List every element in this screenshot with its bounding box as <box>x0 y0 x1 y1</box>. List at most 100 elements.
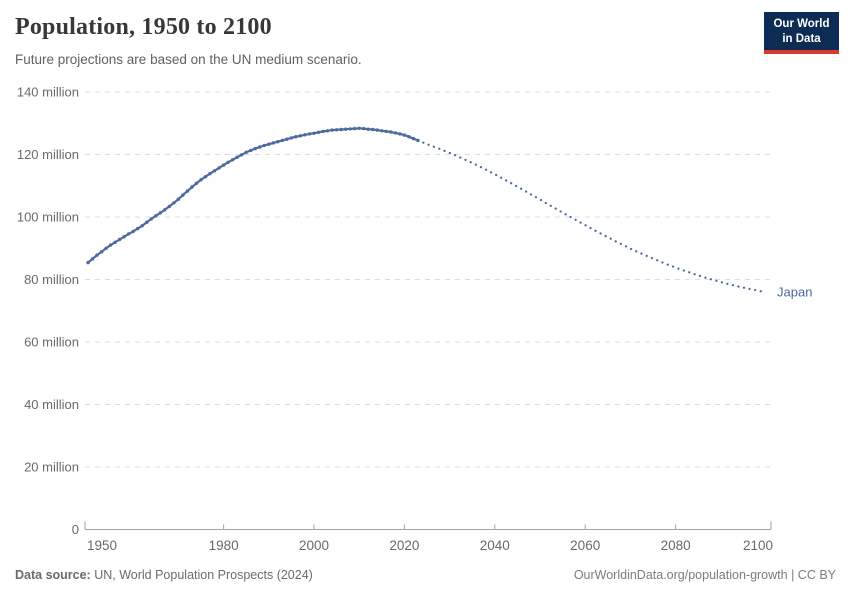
x-axis-tick-label: 2020 <box>389 538 419 553</box>
owid-logo-line2: in Data <box>782 32 821 45</box>
data-point-marker <box>203 175 208 179</box>
data-point-marker <box>348 127 352 131</box>
data-point-marker <box>371 127 375 132</box>
data-point-marker <box>393 131 398 135</box>
data-point-marker <box>145 220 149 224</box>
data-source-value: UN, World Population Prospects (2024) <box>90 568 313 582</box>
y-axis-tick-label: 60 million <box>24 335 79 350</box>
data-point-marker <box>353 126 357 131</box>
data-point-marker <box>95 253 99 257</box>
data-point-marker <box>221 163 226 167</box>
x-axis-tick-label: 2060 <box>570 538 600 553</box>
data-point-marker <box>262 143 266 148</box>
x-axis-tick-label: 2100 <box>743 538 773 553</box>
data-point-marker <box>276 140 280 144</box>
data-point-marker <box>208 171 212 176</box>
data-point-marker <box>117 237 122 242</box>
x-axis-tick-label: 2000 <box>299 538 329 553</box>
data-point-marker <box>113 240 117 244</box>
x-axis-tick-label: 2080 <box>661 538 691 553</box>
footer-license: CC BY <box>797 568 836 582</box>
data-point-marker <box>190 185 194 189</box>
data-point-marker <box>230 158 235 162</box>
y-axis-tick-label: 80 million <box>24 272 79 287</box>
data-point-marker <box>127 232 131 236</box>
data-point-marker <box>158 211 162 215</box>
y-axis-tick-label: 120 million <box>17 147 79 162</box>
data-point-marker <box>163 208 167 212</box>
data-point-marker <box>411 136 416 141</box>
y-axis-tick-label: 20 million <box>24 460 79 475</box>
page-title: Population, 1950 to 2100 <box>15 14 272 40</box>
data-point-marker <box>149 217 153 221</box>
data-point-marker <box>389 130 393 134</box>
data-point-marker <box>307 132 312 136</box>
chart-footer: Data source: UN, World Population Prospe… <box>15 568 836 582</box>
data-point-marker <box>226 160 230 164</box>
y-axis-tick-label: 40 million <box>24 397 79 412</box>
data-point-marker <box>108 243 113 247</box>
projection-line-japan <box>416 139 768 294</box>
data-point-marker <box>294 135 298 139</box>
historical-line-japan <box>87 127 419 264</box>
data-point-marker <box>253 146 257 151</box>
data-point-marker <box>217 166 221 170</box>
data-point-marker <box>312 131 316 135</box>
data-point-marker <box>140 224 144 228</box>
data-point-marker <box>122 235 126 239</box>
data-point-marker <box>330 128 334 132</box>
data-point-marker <box>244 150 248 154</box>
data-point-marker <box>321 129 325 134</box>
data-point-marker <box>402 133 407 137</box>
data-point-marker <box>416 138 420 143</box>
data-point-marker <box>280 138 285 143</box>
data-point-marker <box>240 153 244 157</box>
chart-subtitle: Future projections are based on the UN m… <box>15 52 362 67</box>
data-point-marker <box>357 126 361 130</box>
data-point-marker <box>303 133 307 137</box>
data-point-marker <box>343 127 348 131</box>
x-axis-tick-label: 2040 <box>480 538 510 553</box>
data-point-marker <box>176 197 181 201</box>
data-source-label: Data source: <box>15 568 91 582</box>
data-point-marker <box>199 178 203 182</box>
data-point-marker <box>298 134 303 138</box>
data-point-marker <box>325 129 330 133</box>
data-point-marker <box>90 257 95 261</box>
footer-separator: | <box>787 568 798 582</box>
data-point-marker <box>366 127 370 131</box>
data-point-marker <box>154 214 158 218</box>
data-point-marker <box>380 129 384 133</box>
data-point-marker <box>285 137 289 141</box>
data-point-marker <box>131 229 135 234</box>
data-point-marker <box>339 127 343 132</box>
data-point-marker <box>407 135 411 139</box>
data-point-marker <box>316 130 321 134</box>
data-point-marker <box>235 155 239 159</box>
footer-link[interactable]: OurWorldinData.org/population-growth <box>573 568 788 582</box>
data-point-marker <box>249 148 253 153</box>
y-axis-tick-label: 0 <box>72 522 79 537</box>
data-point-marker <box>136 226 140 231</box>
y-axis-tick-label: 140 million <box>17 85 79 100</box>
data-point-marker <box>181 193 185 197</box>
data-point-marker <box>362 126 366 131</box>
data-point-marker <box>99 250 104 254</box>
data-point-marker <box>194 181 199 185</box>
owid-logo[interactable]: Our World in Data <box>764 12 839 55</box>
data-point-marker <box>172 201 176 205</box>
data-point-marker <box>271 141 275 145</box>
data-point-marker <box>212 169 217 173</box>
data-point-marker <box>398 132 402 136</box>
data-source-note: Data source: UN, World Population Prospe… <box>15 568 313 582</box>
x-axis-tick-label: 1950 <box>87 538 117 553</box>
data-point-marker <box>375 128 379 132</box>
data-point-marker <box>167 204 172 209</box>
data-point-marker <box>86 260 90 265</box>
data-point-marker <box>258 145 262 149</box>
data-point-marker <box>289 136 294 140</box>
footer-attribution: OurWorldinData.org/population-growth | C… <box>574 568 836 582</box>
data-point-marker <box>104 246 108 250</box>
